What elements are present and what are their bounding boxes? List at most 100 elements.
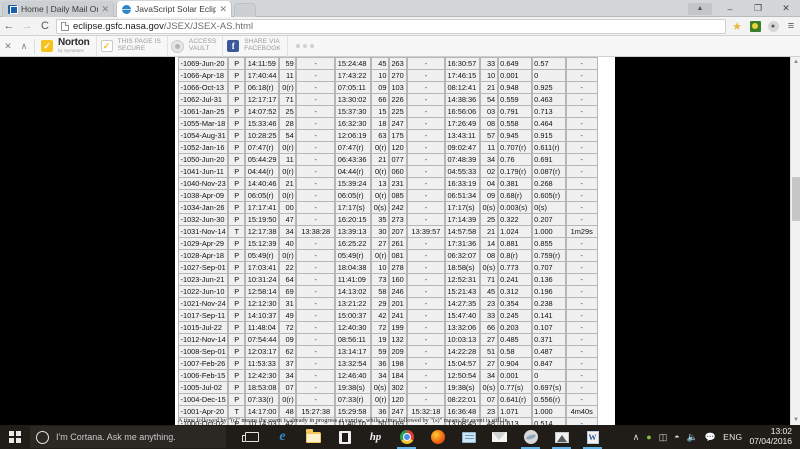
cell-alt-2: 29: [371, 298, 389, 310]
forward-icon[interactable]: →: [21, 20, 33, 32]
user-profile-icon[interactable]: ▲: [688, 2, 712, 15]
cell-partial-end: 17:26:49: [444, 118, 480, 130]
cell-eclipse-type: P: [228, 346, 246, 358]
cell-eclipse-type: P: [228, 142, 246, 154]
reload-icon[interactable]: C: [41, 20, 49, 32]
cell-partial-end: 04:55:33: [444, 166, 480, 178]
norton-tray-icon[interactable]: ●: [646, 431, 652, 442]
cell-maximum: 12:40:30: [335, 322, 372, 334]
cell-partial-begin: 06:05(r): [245, 190, 280, 202]
extension-norton-icon[interactable]: [746, 17, 764, 36]
norton-access-vault[interactable]: ACCESS VAULT: [168, 35, 224, 57]
cell-total-end: 15:32:18: [406, 406, 445, 418]
cell-partial-begin: 17:40:44: [245, 70, 280, 82]
cell-alt-2: 59: [371, 346, 389, 358]
cell-calendar-date: -1021-Nov-24: [178, 298, 229, 310]
clock[interactable]: 13:02 07/04/2016: [749, 427, 794, 446]
norton-share-facebook[interactable]: f SHARE VIA FACEBOOK: [223, 35, 288, 57]
chrome-icon[interactable]: [391, 425, 422, 449]
task-view-icon[interactable]: [236, 425, 267, 449]
minimize-button[interactable]: –: [727, 3, 733, 14]
cell-partial-begin: 15:33:46: [245, 118, 280, 130]
cell-mag: 0.003(s): [497, 202, 532, 214]
cell-partial-end: 14:27:35: [444, 298, 480, 310]
cell-obs: 0.141: [531, 310, 566, 322]
norton-collapse-icon[interactable]: ∧: [20, 40, 28, 51]
wifi-icon[interactable]: ◓: [674, 431, 680, 442]
cell-alt-3: 0(s): [479, 382, 498, 394]
browser-tab-1-close-icon[interactable]: ✕: [219, 3, 227, 14]
store-icon[interactable]: [329, 425, 360, 449]
cell-alt-2: 0(r): [371, 250, 389, 262]
cell-alt-3: 66: [479, 322, 498, 334]
cell-calendar-date: -1040-Nov-23: [178, 178, 229, 190]
extension-vault-icon[interactable]: ●: [764, 17, 782, 36]
scroll-up-icon[interactable]: ▲: [793, 59, 799, 65]
sticky-notes-icon[interactable]: [453, 425, 484, 449]
cell-azi: 169: [388, 418, 407, 425]
hp-icon[interactable]: hp: [369, 430, 382, 443]
scroll-down-icon[interactable]: ▼: [793, 417, 799, 423]
cell-alt-2: 21: [371, 154, 389, 166]
cell-duration: -: [565, 154, 598, 166]
browser-tab-0[interactable]: Home | Daily Mail Online ✕: [2, 1, 114, 17]
battery-icon[interactable]: ◫: [658, 431, 668, 442]
edge-icon[interactable]: e: [279, 429, 286, 444]
page-right-pane: [615, 57, 790, 425]
cell-partial-begin: 14:11:59: [245, 57, 280, 70]
cell-alt-1: 64: [279, 274, 297, 286]
bookmark-star-icon[interactable]: ★: [732, 20, 742, 33]
cell-alt-2: 0(r): [371, 394, 389, 406]
cell-azi: 226: [388, 94, 407, 106]
cortana-search-box[interactable]: I'm Cortana. Ask me anything.: [30, 426, 226, 448]
cell-azi: 081: [388, 250, 407, 262]
cell-calendar-date: -1007-Feb-26: [178, 358, 229, 370]
action-center-icon[interactable]: 💬: [704, 431, 717, 442]
cell-eclipse-type: P: [228, 262, 246, 274]
cell-obs: 0(s): [531, 202, 566, 214]
browser-menu-icon[interactable]: ≡: [787, 20, 795, 32]
close-button[interactable]: ✕: [782, 3, 790, 13]
back-icon[interactable]: ←: [3, 20, 15, 32]
cell-alt-1: 11: [279, 154, 297, 166]
cell-total-end: -: [406, 190, 445, 202]
tray-expand-icon[interactable]: ∧: [632, 431, 640, 442]
scrollbar-thumb[interactable]: [792, 177, 800, 221]
firefox-icon[interactable]: [422, 425, 453, 449]
cell-partial-begin: 10:14:03: [245, 418, 280, 425]
cell-calendar-date: -1022-Jun-10: [178, 286, 229, 298]
cell-alt-1: 0(r): [279, 394, 297, 406]
norton-close-icon[interactable]: ✕: [4, 40, 12, 51]
cell-total-begin: -: [296, 298, 336, 310]
cell-obs: 0.605(r): [531, 190, 566, 202]
norton-brand[interactable]: ✓ Norton by Symantec: [37, 35, 97, 57]
cell-mag: 0.77(s): [497, 382, 532, 394]
cell-calendar-date: -1015-Jul-22: [178, 322, 229, 334]
new-tab-button[interactable]: [234, 3, 256, 17]
norton-page-secure[interactable]: ✓ THIS PAGE IS SECURE: [97, 35, 168, 57]
maximize-button[interactable]: ❐: [753, 3, 763, 13]
language-indicator[interactable]: ENG: [723, 432, 743, 442]
start-button[interactable]: [0, 425, 30, 449]
cell-maximum: 12:46:40: [335, 370, 372, 382]
file-explorer-icon[interactable]: [298, 425, 329, 449]
photos-icon[interactable]: [546, 425, 577, 449]
norton-overflow-icon[interactable]: [288, 44, 322, 48]
mail-icon[interactable]: [484, 425, 515, 449]
browser-tab-0-title: Home | Daily Mail Online: [21, 4, 98, 14]
browser-tab-0-close-icon[interactable]: ✕: [101, 3, 109, 14]
cell-maximum: 06:05(r): [335, 190, 372, 202]
cell-partial-end: 14:57:58: [444, 226, 480, 238]
browser-tab-1[interactable]: JavaScript Solar Eclipse E ✕: [116, 1, 232, 17]
vertical-scrollbar[interactable]: ▲ ▼: [790, 57, 800, 425]
norton-brand-label: Norton: [58, 37, 90, 49]
volume-muted-icon[interactable]: 🔈: [686, 431, 698, 442]
word-icon[interactable]: [577, 425, 608, 449]
page-info-icon[interactable]: [61, 21, 69, 31]
table-row: -1054-Aug-31 P 10:28:25 54-12:06:19 63 175-13…: [178, 130, 598, 142]
table-row: -1066-Apr-18 P 17:40:44 11-17:43:22 10 270-17…: [178, 70, 598, 82]
cell-total-begin: -: [296, 238, 336, 250]
internet-explorer-icon[interactable]: [515, 425, 546, 449]
cell-total-begin: -: [296, 70, 336, 82]
address-bar[interactable]: eclipse.gsfc.nasa.gov/JSEX/JSEX-AS.html: [56, 18, 726, 34]
